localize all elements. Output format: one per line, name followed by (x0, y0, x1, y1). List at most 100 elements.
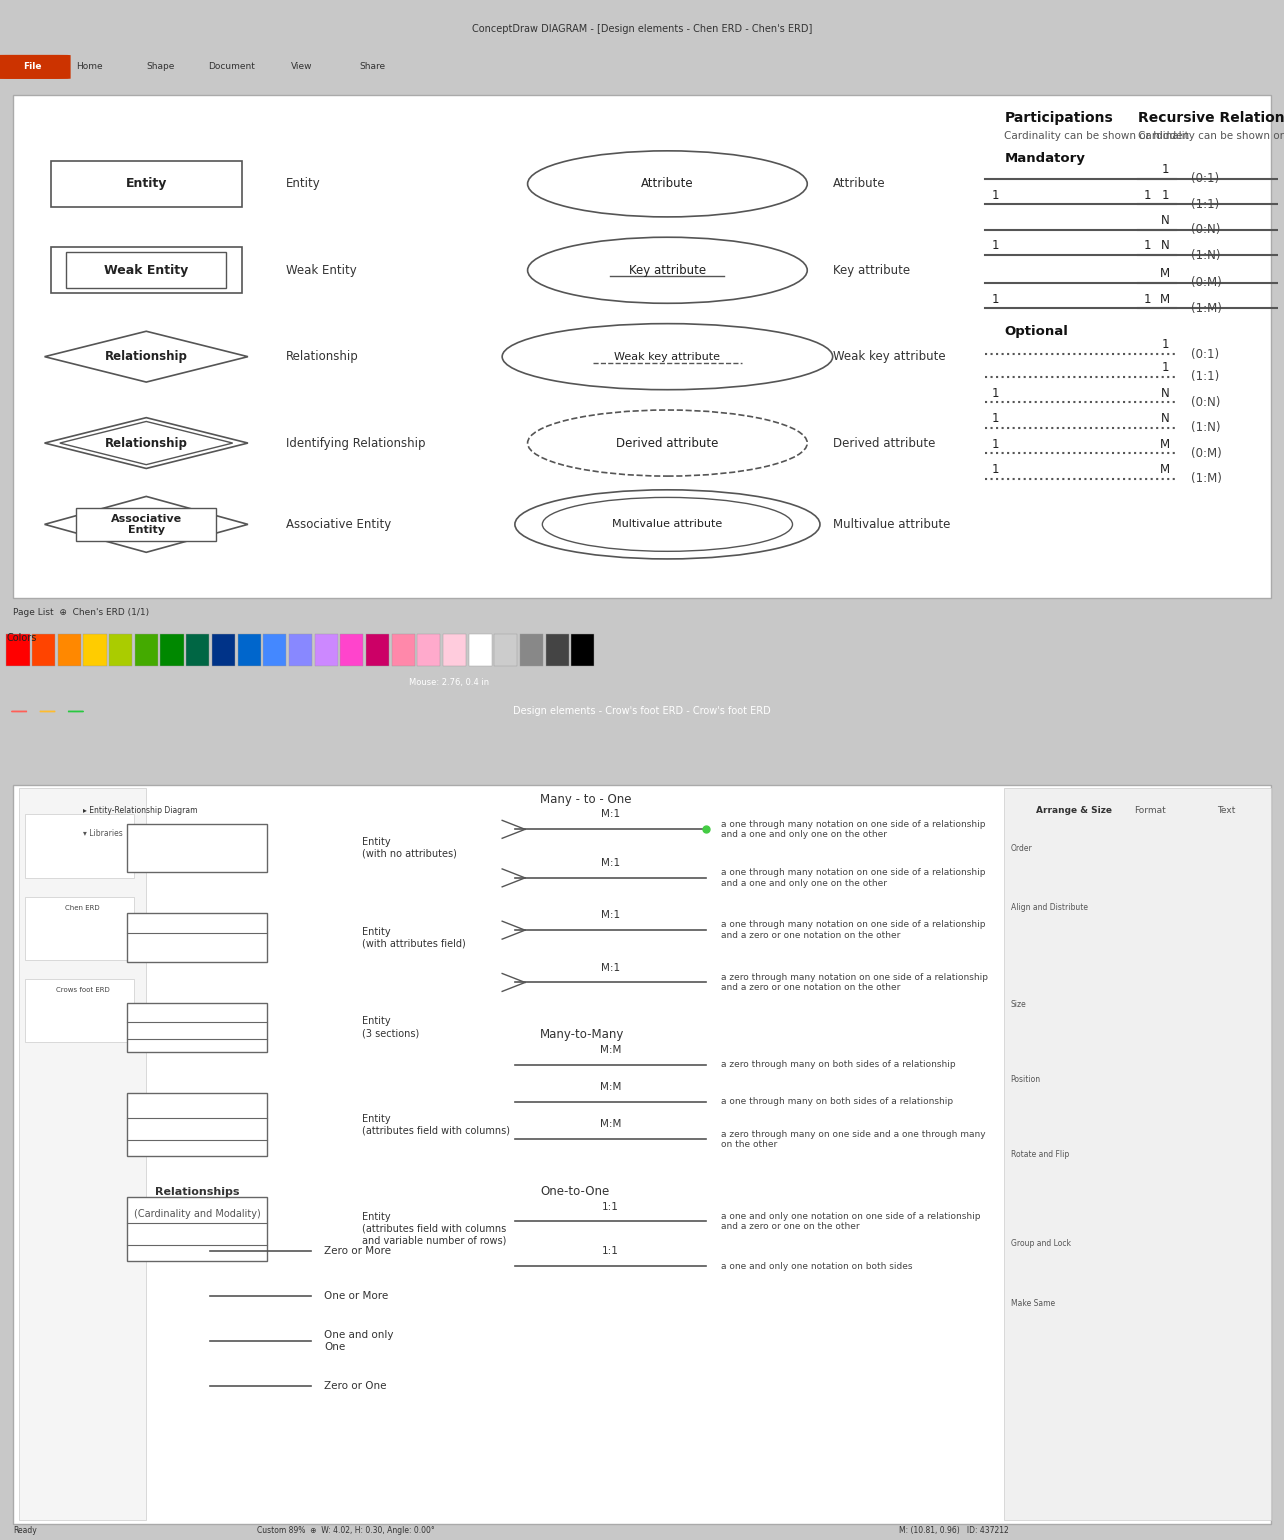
Text: Arrange & Size: Arrange & Size (1036, 805, 1112, 815)
Text: Ready: Ready (13, 1526, 36, 1535)
Text: Relationships: Relationships (155, 1187, 239, 1197)
Text: (1:M): (1:M) (1192, 302, 1222, 314)
Text: Key attribute: Key attribute (832, 263, 910, 277)
FancyBboxPatch shape (571, 634, 594, 667)
FancyBboxPatch shape (494, 634, 517, 667)
Text: Make Same: Make Same (1011, 1300, 1054, 1307)
FancyBboxPatch shape (26, 815, 134, 878)
Text: 1: 1 (991, 188, 999, 202)
Text: 1: 1 (991, 464, 999, 476)
Text: Mandatory: Mandatory (1004, 152, 1085, 165)
Text: M: (10.81, 0.96)   ID: 437212: M: (10.81, 0.96) ID: 437212 (899, 1526, 1008, 1535)
Text: Shape: Shape (146, 62, 175, 71)
Ellipse shape (502, 323, 832, 390)
Text: Relationship: Relationship (286, 350, 358, 363)
Text: (0:1): (0:1) (1192, 348, 1220, 360)
Text: Share: Share (360, 62, 385, 71)
Text: Entity
(with no attributes): Entity (with no attributes) (362, 838, 457, 859)
Text: ConceptDraw DIAGRAM - [Design elements - Chen ERD - Chen's ERD]: ConceptDraw DIAGRAM - [Design elements -… (471, 25, 813, 34)
Text: M:1: M:1 (601, 810, 620, 819)
Text: Chen ERD: Chen ERD (65, 906, 100, 910)
Text: Many-to-Many: Many-to-Many (541, 1029, 625, 1041)
FancyBboxPatch shape (366, 634, 389, 667)
FancyBboxPatch shape (6, 634, 30, 667)
FancyBboxPatch shape (67, 253, 226, 288)
Text: 1: 1 (1144, 188, 1152, 202)
Text: Page List  ⊕  Chen's ERD (1/1): Page List ⊕ Chen's ERD (1/1) (13, 608, 149, 618)
Text: (0:M): (0:M) (1192, 277, 1222, 290)
Text: 1:1: 1:1 (602, 1246, 619, 1257)
FancyBboxPatch shape (212, 634, 235, 667)
FancyBboxPatch shape (160, 634, 184, 667)
Polygon shape (60, 422, 232, 465)
Text: M: M (1159, 437, 1170, 451)
Text: (1:N): (1:N) (1192, 422, 1221, 434)
Text: Optional: Optional (1004, 325, 1068, 337)
Text: Order: Order (1011, 844, 1032, 853)
Text: a one through many on both sides of a relationship: a one through many on both sides of a re… (720, 1098, 953, 1106)
Text: Zero or One: Zero or One (324, 1381, 386, 1391)
FancyBboxPatch shape (127, 913, 267, 962)
Text: Identifying Relationship: Identifying Relationship (286, 436, 425, 450)
Text: a one through many notation on one side of a relationship
and a one and only one: a one through many notation on one side … (720, 819, 985, 839)
Text: Document: Document (208, 62, 254, 71)
Text: Associative
Entity: Associative Entity (110, 513, 182, 536)
Text: N: N (1161, 214, 1170, 226)
Text: Rotate and Flip: Rotate and Flip (1011, 1150, 1068, 1158)
FancyBboxPatch shape (0, 55, 71, 79)
Text: N: N (1161, 387, 1170, 400)
FancyBboxPatch shape (340, 634, 363, 667)
Text: Weak Entity: Weak Entity (104, 263, 189, 277)
Text: 1: 1 (1162, 362, 1170, 374)
Text: Text: Text (1217, 805, 1236, 815)
Text: 1: 1 (991, 387, 999, 400)
Text: ▾ Libraries: ▾ Libraries (82, 829, 122, 838)
FancyBboxPatch shape (127, 1092, 267, 1157)
FancyBboxPatch shape (19, 788, 146, 1520)
Text: One or More: One or More (324, 1291, 389, 1301)
FancyBboxPatch shape (76, 508, 216, 541)
Text: a one through many notation on one side of a relationship
and a zero or one nota: a one through many notation on one side … (720, 921, 985, 939)
Text: (1:N): (1:N) (1192, 248, 1221, 262)
Text: Format: Format (1135, 805, 1166, 815)
FancyBboxPatch shape (13, 95, 1271, 598)
FancyBboxPatch shape (1004, 788, 1271, 1520)
Text: M:1: M:1 (601, 858, 620, 869)
Text: 1: 1 (991, 413, 999, 425)
Text: N: N (1161, 413, 1170, 425)
Text: Entity: Entity (126, 177, 167, 191)
FancyBboxPatch shape (263, 634, 286, 667)
Text: File: File (23, 62, 41, 71)
Text: Colors: Colors (6, 633, 37, 642)
Text: Cardinality can be shown or hidden: Cardinality can be shown or hidden (1004, 131, 1189, 140)
Text: M:M: M:M (600, 1083, 621, 1092)
Text: a zero through many on one side and a one through many
on the other: a zero through many on one side and a on… (720, 1130, 985, 1149)
Text: Weak key attribute: Weak key attribute (832, 350, 945, 363)
Ellipse shape (528, 410, 808, 476)
Text: M:1: M:1 (601, 962, 620, 972)
Text: M: M (1159, 464, 1170, 476)
Text: Derived attribute: Derived attribute (832, 436, 935, 450)
Text: Participations: Participations (1004, 111, 1113, 125)
Text: Recursive Relationship: Recursive Relationship (1138, 111, 1284, 125)
Text: Position: Position (1011, 1075, 1041, 1084)
FancyBboxPatch shape (520, 634, 543, 667)
Polygon shape (45, 496, 248, 553)
Ellipse shape (528, 151, 808, 217)
Text: Associative Entity: Associative Entity (286, 517, 392, 531)
Text: Multivalue attribute: Multivalue attribute (612, 519, 723, 530)
FancyBboxPatch shape (392, 634, 415, 667)
FancyBboxPatch shape (443, 634, 466, 667)
Ellipse shape (515, 490, 820, 559)
Text: Crows foot ERD: Crows foot ERD (55, 987, 109, 993)
FancyBboxPatch shape (238, 634, 261, 667)
FancyBboxPatch shape (83, 634, 107, 667)
FancyBboxPatch shape (32, 634, 55, 667)
Text: 1: 1 (1162, 339, 1170, 351)
Text: 1: 1 (1162, 163, 1170, 176)
Text: Group and Lock: Group and Lock (1011, 1240, 1071, 1249)
FancyBboxPatch shape (315, 634, 338, 667)
Text: Relationship: Relationship (105, 350, 187, 363)
Ellipse shape (528, 237, 808, 303)
Text: (1:1): (1:1) (1192, 371, 1220, 383)
